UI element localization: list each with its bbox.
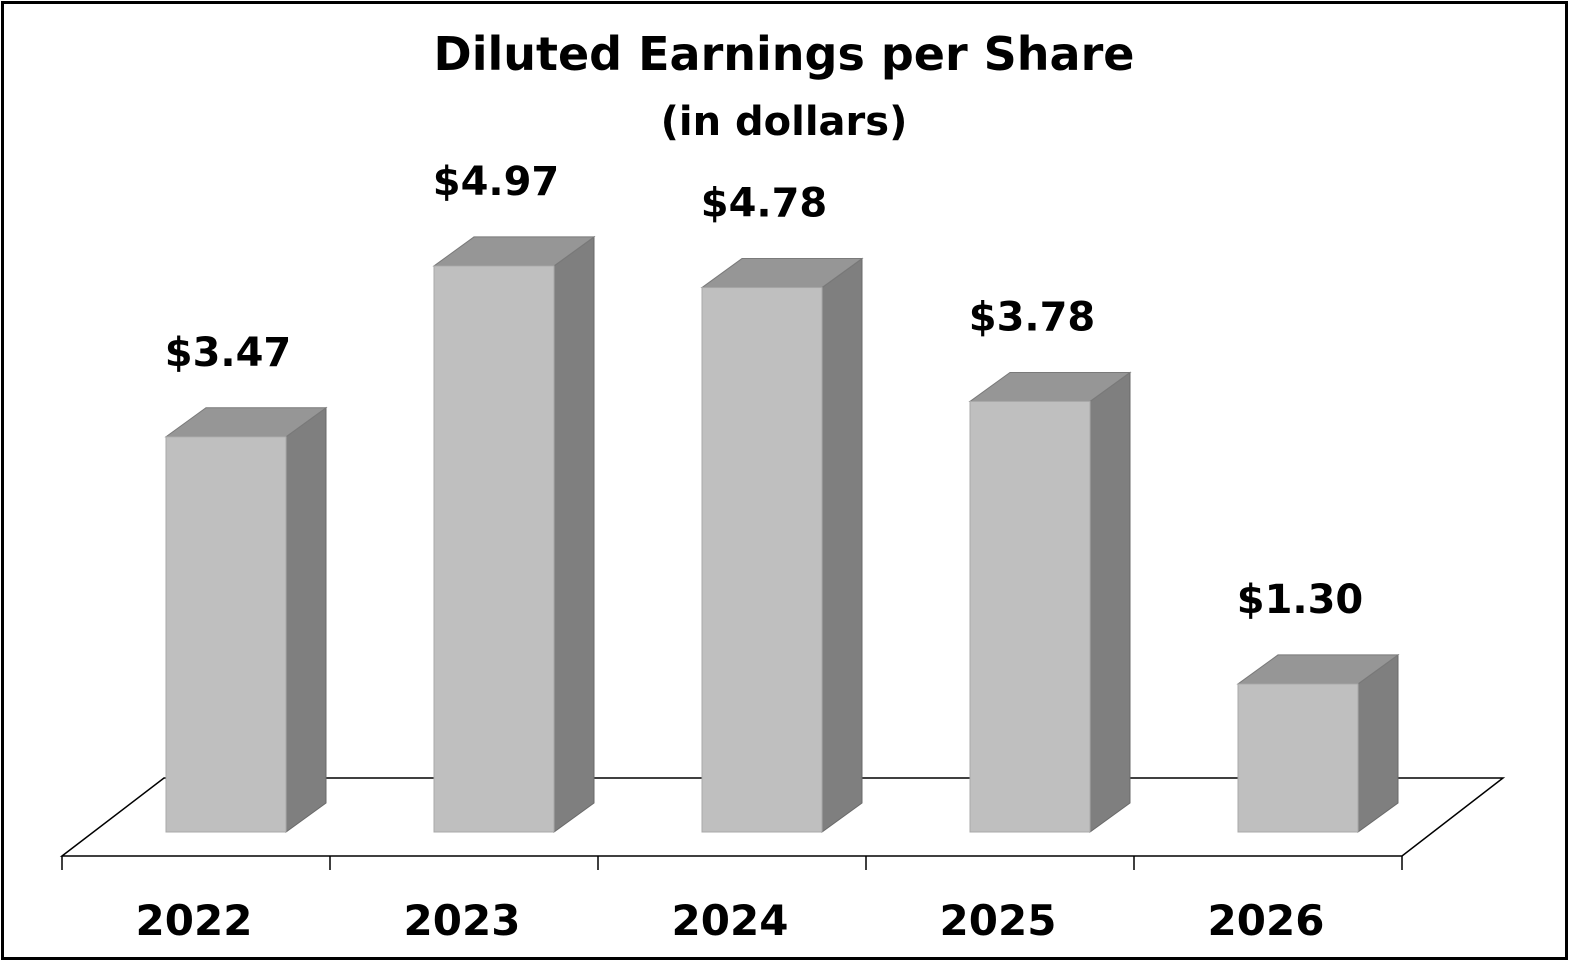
x-axis-tick-label: 2026 (1208, 896, 1325, 945)
bar-2024 (700, 257, 864, 833)
x-axis-tick-label: 2023 (404, 896, 521, 945)
bar-side-face (1089, 371, 1131, 833)
chart-subtitle: (in dollars) (661, 99, 908, 145)
bar-2026 (1236, 653, 1400, 833)
bar-front-face (433, 265, 555, 833)
x-axis-ticks-group (61, 856, 1403, 870)
bar-2025 (968, 371, 1132, 833)
data-label: $3.78 (969, 294, 1096, 340)
data-label: $4.97 (433, 159, 560, 205)
bar-front-face (701, 287, 823, 833)
bars-group (164, 235, 1400, 833)
data-label: $3.47 (165, 330, 292, 376)
data-label: $4.78 (701, 181, 828, 227)
x-axis-tick-labels-group: 2022 2023 2024 2025 2026 (136, 896, 1325, 945)
data-labels-group: $3.47 $4.97 $4.78 $3.78 $1.30 (165, 159, 1364, 623)
bar-2023 (432, 235, 596, 833)
bar-side-face (285, 406, 327, 833)
bar-side-face (1357, 653, 1399, 833)
bar-side-face (821, 257, 863, 833)
data-label: $1.30 (1237, 577, 1364, 623)
bar-front-face (165, 436, 287, 833)
x-axis-tick-label: 2022 (136, 896, 253, 945)
x-axis-tick-label: 2025 (940, 896, 1057, 945)
x-axis-tick-label: 2024 (672, 896, 789, 945)
bar-2022 (164, 406, 328, 833)
bar-side-face (553, 235, 595, 833)
bar-front-face (1237, 683, 1359, 833)
bar-front-face (969, 400, 1091, 833)
chart-title: Diluted Earnings per Share (434, 27, 1135, 81)
